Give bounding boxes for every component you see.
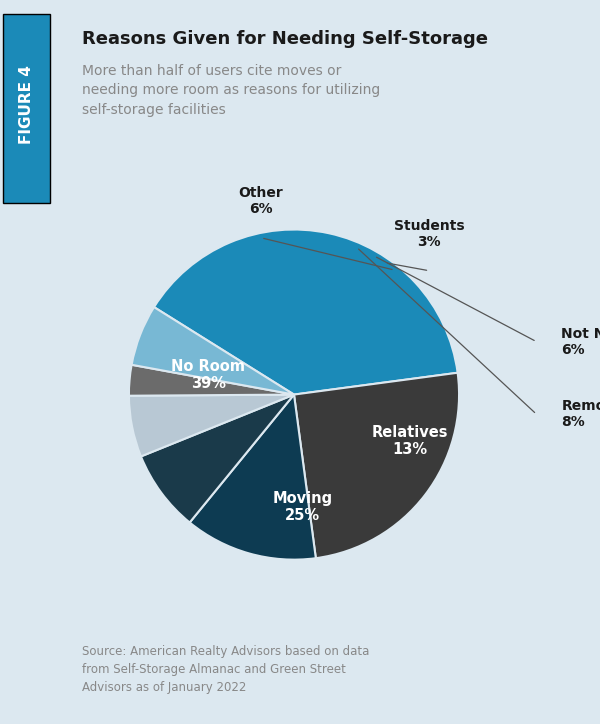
Text: Reasons Given for Needing Self-Storage: Reasons Given for Needing Self-Storage (82, 30, 488, 49)
Text: Remodeling
8%: Remodeling 8% (562, 400, 600, 429)
Wedge shape (294, 373, 459, 558)
Text: Not Needed
6%: Not Needed 6% (562, 327, 600, 357)
Text: Moving
25%: Moving 25% (272, 491, 332, 523)
Text: Relatives
13%: Relatives 13% (371, 424, 448, 457)
Text: No Room
39%: No Room 39% (171, 358, 245, 391)
Text: Students
3%: Students 3% (394, 219, 464, 249)
Wedge shape (141, 395, 294, 523)
Wedge shape (154, 230, 458, 395)
Wedge shape (190, 395, 316, 560)
FancyBboxPatch shape (3, 14, 50, 203)
Wedge shape (131, 307, 294, 395)
Wedge shape (129, 395, 294, 456)
Text: Source: American Realty Advisors based on data
from Self-Storage Almanac and Gre: Source: American Realty Advisors based o… (82, 644, 369, 694)
Wedge shape (129, 365, 294, 396)
Text: More than half of users cite moves or
needing more room as reasons for utilizing: More than half of users cite moves or ne… (82, 64, 380, 117)
Text: FIGURE 4: FIGURE 4 (19, 66, 35, 144)
Text: Other
6%: Other 6% (239, 186, 283, 216)
